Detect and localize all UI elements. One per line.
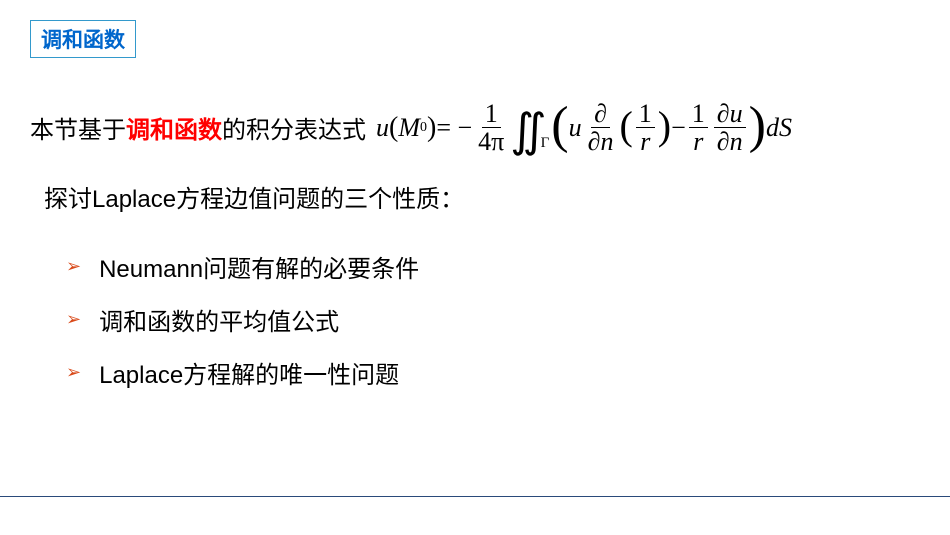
bullet-marker-icon: ➢ <box>66 309 81 330</box>
list-item: ➢ Neumann问题有解的必要条件 <box>66 249 920 284</box>
f-int-sub: Γ <box>541 135 550 152</box>
f-med-lparen: ( <box>619 102 632 149</box>
f-frac-1r-inner: 1 r <box>636 100 655 156</box>
f-du-den: ∂n <box>714 128 746 155</box>
bullet-text: Laplace方程解的唯一性问题 <box>99 355 399 390</box>
f-eq: = − <box>436 113 472 143</box>
f-term-u: u <box>569 113 582 143</box>
formula: u ( M 0 ) = − 1 4π ∬ Γ ( u ∂ ∂n ( 1 r ) <box>376 98 792 157</box>
f-rparen: ) <box>427 112 436 144</box>
bullet-text: 调和函数的平均值公式 <box>99 302 339 337</box>
f-med-rparen: ) <box>658 102 671 149</box>
subtitle-line: 探讨Laplace方程边值问题的三个性质： <box>30 179 920 214</box>
intro-prefix: 本节基于 <box>30 110 126 145</box>
f-frac-dudn: ∂u ∂n <box>714 100 746 156</box>
f-u: u <box>376 113 389 143</box>
f-ddn-num: ∂ <box>591 100 610 128</box>
f-minus: − <box>671 113 686 143</box>
f-1r-num: 1 <box>636 100 655 128</box>
f-frac-1r: 1 r <box>689 100 708 156</box>
slide: 调和函数 本节基于 调和函数 的积分表达式 u ( M 0 ) = − 1 4π… <box>0 0 950 535</box>
bullet-text: Neumann问题有解的必要条件 <box>99 249 419 284</box>
f-big-rparen: ) <box>749 96 766 155</box>
section-title-box: 调和函数 <box>30 20 136 58</box>
f-frac1-num: 1 <box>482 100 501 128</box>
f-1r2-num: 1 <box>689 100 708 128</box>
list-item: ➢ 调和函数的平均值公式 <box>66 302 920 337</box>
intro-suffix: 的积分表达式 <box>222 110 366 145</box>
f-du-num: ∂u <box>714 100 746 128</box>
bullet-marker-icon: ➢ <box>66 256 81 277</box>
f-lparen: ( <box>389 112 398 144</box>
bullet-list: ➢ Neumann问题有解的必要条件 ➢ 调和函数的平均值公式 ➢ Laplac… <box>30 249 920 390</box>
intro-highlight: 调和函数 <box>126 110 222 145</box>
f-ddn-den: ∂n <box>585 128 617 155</box>
f-M: M <box>398 113 420 143</box>
bullet-marker-icon: ➢ <box>66 362 81 383</box>
section-title: 调和函数 <box>41 29 125 52</box>
f-frac1-den: 4π <box>475 128 507 155</box>
f-1r2-den: r <box>690 128 706 155</box>
intro-line: 本节基于 调和函数 的积分表达式 u ( M 0 ) = − 1 4π ∬ Γ … <box>30 98 920 157</box>
list-item: ➢ Laplace方程解的唯一性问题 <box>66 355 920 390</box>
f-M-sub: 0 <box>420 120 427 136</box>
f-frac-1-4pi: 1 4π <box>475 100 507 156</box>
f-1r-den: r <box>637 128 653 155</box>
f-frac-ddn: ∂ ∂n <box>585 100 617 156</box>
bottom-divider <box>0 496 950 498</box>
f-dS: dS <box>766 113 792 143</box>
f-big-lparen: ( <box>551 96 568 155</box>
